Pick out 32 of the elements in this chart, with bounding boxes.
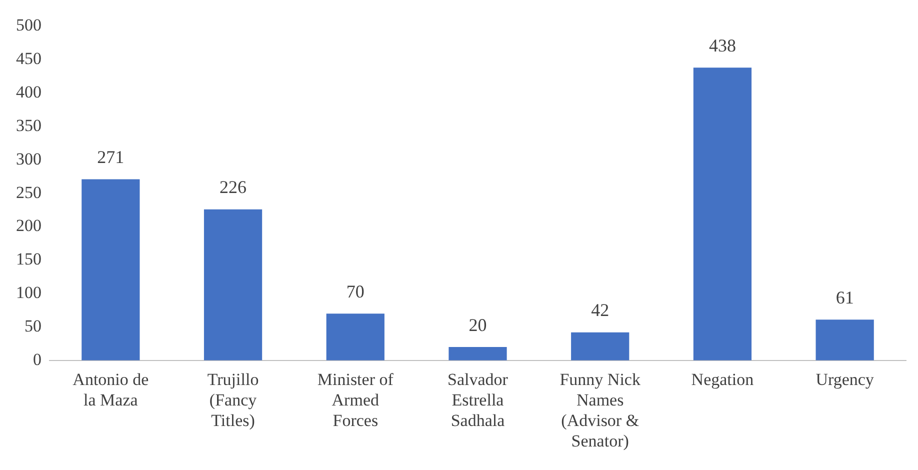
bar	[82, 179, 140, 360]
data-label: 271	[97, 147, 124, 167]
bar	[448, 347, 507, 360]
data-label: 20	[468, 314, 487, 335]
x-tick-label: Negation	[691, 370, 754, 390]
y-tick-label: 100	[16, 283, 42, 302]
y-tick-label: 200	[16, 216, 42, 236]
data-label: 61	[836, 287, 854, 308]
y-tick-label: 50	[24, 316, 42, 336]
x-tick-label: Antonio de la Maza	[72, 370, 149, 410]
y-tick-label: 500	[16, 16, 42, 35]
bar	[204, 209, 262, 360]
y-tick-label: 0	[33, 350, 42, 369]
y-tick-label: 400	[16, 82, 42, 102]
bar	[571, 332, 630, 360]
data-label: 42	[591, 300, 610, 320]
bar	[816, 320, 874, 360]
data-label: 70	[346, 281, 364, 302]
x-tick-label: Funny Nick Names (Advisor & Senator)	[560, 370, 641, 450]
data-label: 438	[708, 35, 736, 56]
data-label: 226	[220, 177, 247, 198]
x-tick-label: Urgency	[816, 370, 874, 390]
y-tick-label: 300	[16, 149, 42, 168]
x-tick-label: Salvador Estrella Sadhala	[448, 370, 508, 430]
y-tick-label: 350	[16, 116, 42, 135]
bar	[693, 68, 752, 360]
bar	[326, 314, 384, 360]
y-tick-label: 450	[16, 49, 42, 68]
x-tick-label: Trujillo (Fancy Titles)	[207, 370, 259, 430]
y-tick-label: 150	[16, 250, 42, 269]
x-tick-label: Minister of Armed Forces	[317, 370, 394, 430]
y-tick-label: 250	[16, 182, 42, 202]
